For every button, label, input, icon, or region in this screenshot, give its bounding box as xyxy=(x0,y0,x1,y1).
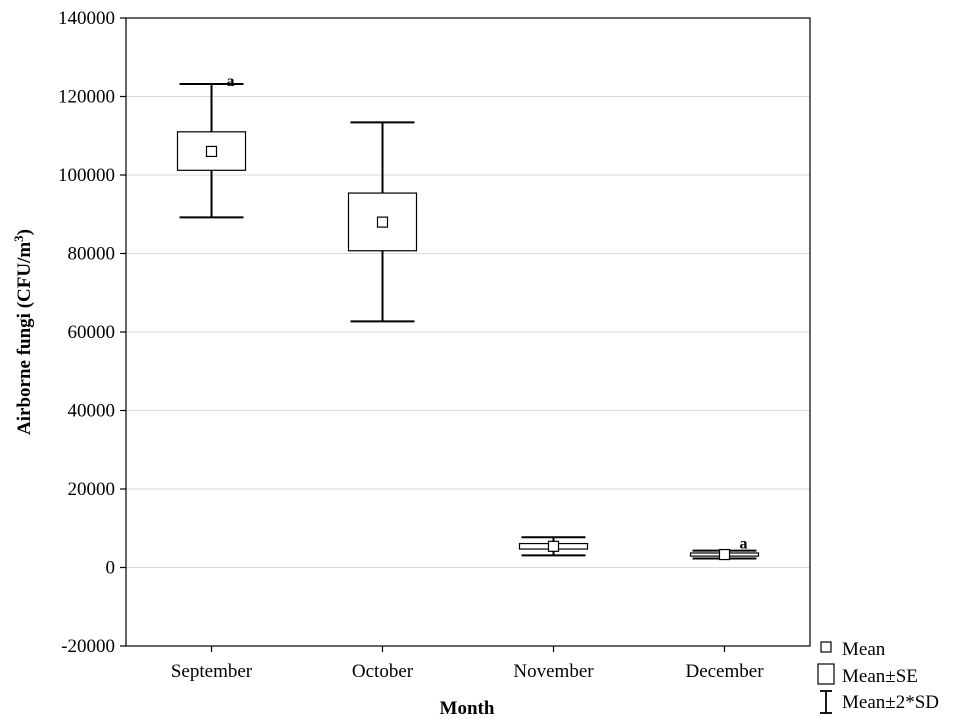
y-tick-label: 120000 xyxy=(58,87,115,108)
legend-whisker-symbol xyxy=(820,690,832,714)
box-group-december: a xyxy=(689,536,760,561)
y-tick-label: 40000 xyxy=(68,401,116,422)
box-group-september: a xyxy=(176,73,247,219)
y-tick-label: 80000 xyxy=(68,244,116,265)
mean-marker xyxy=(205,145,218,158)
x-tick-label: November xyxy=(513,661,594,682)
legend-sd-label: Mean±2*SD xyxy=(842,692,939,713)
y-axis-title: Airborne fungi (CFU/m3) xyxy=(11,229,35,435)
legend-se-label: Mean±SE xyxy=(842,666,918,687)
y-tick-label: 20000 xyxy=(68,479,116,500)
significance-label: a xyxy=(740,536,748,553)
y-tick-label: 100000 xyxy=(58,165,115,186)
x-tick-label: September xyxy=(171,661,253,682)
mean-marker xyxy=(718,548,731,561)
y-tick-label: 60000 xyxy=(68,322,116,343)
y-axis-title-superscript: 3 xyxy=(11,235,26,242)
significance-label: a xyxy=(227,73,235,90)
box-series: aa xyxy=(176,73,760,561)
y-tick-label: 0 xyxy=(106,558,116,579)
legend-se-box-symbol xyxy=(817,663,835,685)
x-tick-label: December xyxy=(685,661,764,682)
legend-mean-symbol xyxy=(820,641,832,653)
y-axis-ticks: -20000 0 20000 40000 60000 80000 100000 120000 1… xyxy=(58,8,126,657)
mean-marker xyxy=(376,216,389,228)
gridlines xyxy=(126,96,810,568)
y-axis-title-end: ) xyxy=(14,229,35,235)
x-tick-label: October xyxy=(352,661,414,682)
x-axis-ticks: September October November December xyxy=(171,646,764,682)
x-axis-title: Month xyxy=(440,698,495,719)
box-group-october xyxy=(347,121,418,323)
box-group-november xyxy=(518,536,589,557)
mean-marker xyxy=(547,540,560,552)
y-tick-label: -20000 xyxy=(61,636,115,657)
legend: Mean Mean±SE Mean±2*SD xyxy=(817,639,939,714)
legend-mean-label: Mean xyxy=(842,639,886,660)
y-tick-label: 140000 xyxy=(58,8,115,29)
